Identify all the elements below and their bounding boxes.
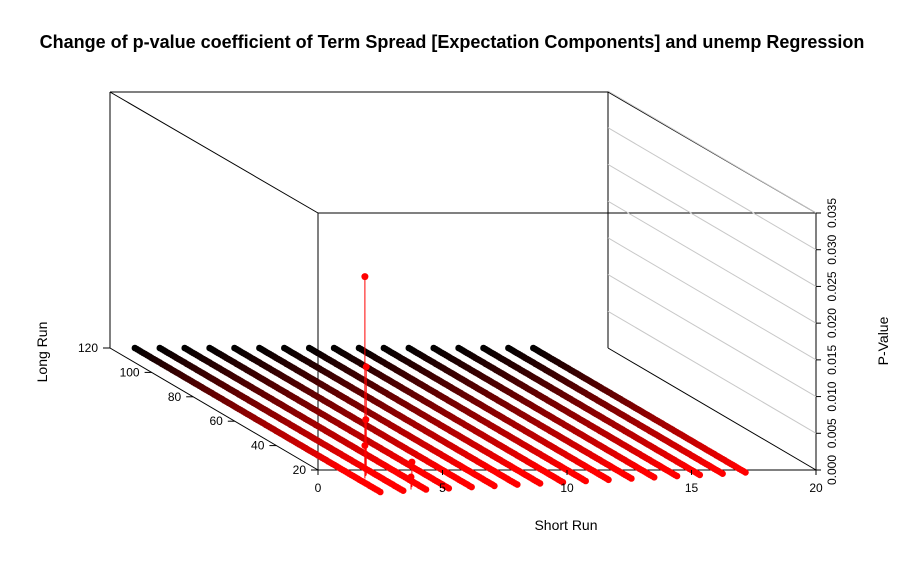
y-axis-ticks: 20 40 60 80 100 120 [78, 341, 318, 477]
data-point [605, 476, 612, 484]
x-tick-label: 5 [439, 481, 446, 495]
highlight-point [361, 442, 369, 449]
z-tick-label: 0.010 [825, 381, 839, 411]
box-front-face [317, 212, 817, 471]
box-top-left-edge [109, 91, 319, 214]
z-gridlines [607, 90, 817, 434]
z-gridline [607, 127, 817, 251]
z-tick-label: 0.030 [825, 234, 839, 264]
box-top-back [110, 91, 609, 348]
data-point [422, 486, 430, 493]
data-point [582, 477, 589, 485]
data-point [514, 481, 521, 488]
box-floor-right-edge [607, 347, 817, 471]
highlight-point [362, 363, 370, 371]
data-point [719, 470, 726, 478]
x-tick-label: 10 [560, 481, 574, 495]
y-axis-label: Long Run [34, 322, 50, 383]
data-point [399, 487, 407, 495]
z-axis-label: P-Value [875, 316, 891, 365]
data-point [742, 469, 749, 476]
z-tick-label: 0.005 [825, 418, 839, 448]
box-floor-left-edge [109, 347, 319, 471]
z-gridline [607, 90, 817, 214]
data-point [650, 474, 658, 481]
y-tick-label: 100 [120, 365, 140, 379]
data-point [559, 478, 567, 486]
highlight-point [407, 473, 415, 481]
z-gridline [607, 274, 817, 398]
highlight-point [408, 458, 416, 466]
highlight-point [361, 273, 369, 281]
data-point [491, 482, 498, 490]
x-tick-label: 15 [685, 481, 699, 495]
data-points [131, 344, 749, 496]
z-gridline [607, 237, 817, 361]
y-tick-label: 120 [78, 341, 98, 355]
highlight-stems [361, 273, 416, 490]
x-axis-ticks: 0 5 10 15 20 [315, 470, 823, 495]
z-tick-label: 0.020 [825, 308, 839, 338]
data-point [468, 483, 475, 491]
data-point [536, 480, 544, 487]
z-gridline [607, 310, 817, 434]
z-tick-label: 0.000 [825, 455, 839, 485]
x-tick-label: 0 [315, 481, 322, 495]
y-tick-label: 80 [168, 390, 182, 404]
highlight-point [362, 416, 370, 424]
z-gridline [607, 200, 817, 324]
y-tick-label: 40 [251, 439, 265, 453]
y-tick-label: 60 [209, 414, 223, 428]
y-tick-label: 20 [293, 463, 307, 477]
z-tick-label: 0.035 [825, 198, 839, 228]
data-point [673, 472, 681, 480]
data-point [696, 471, 704, 479]
x-tick-label: 20 [809, 481, 823, 495]
z-tick-label: 0.015 [825, 345, 839, 375]
z-axis-ticks: 0.000 0.005 0.010 0.015 0.020 0.025 0.030 0.035 [816, 198, 839, 485]
z-tick-label: 0.025 [825, 271, 839, 301]
data-point [377, 488, 384, 496]
x-axis-label: Short Run [534, 517, 597, 533]
data-point [628, 475, 635, 482]
data-point [445, 485, 453, 492]
chart-title: Change of p-value coefficient of Term Sp… [40, 32, 865, 52]
z-gridline [607, 163, 817, 287]
